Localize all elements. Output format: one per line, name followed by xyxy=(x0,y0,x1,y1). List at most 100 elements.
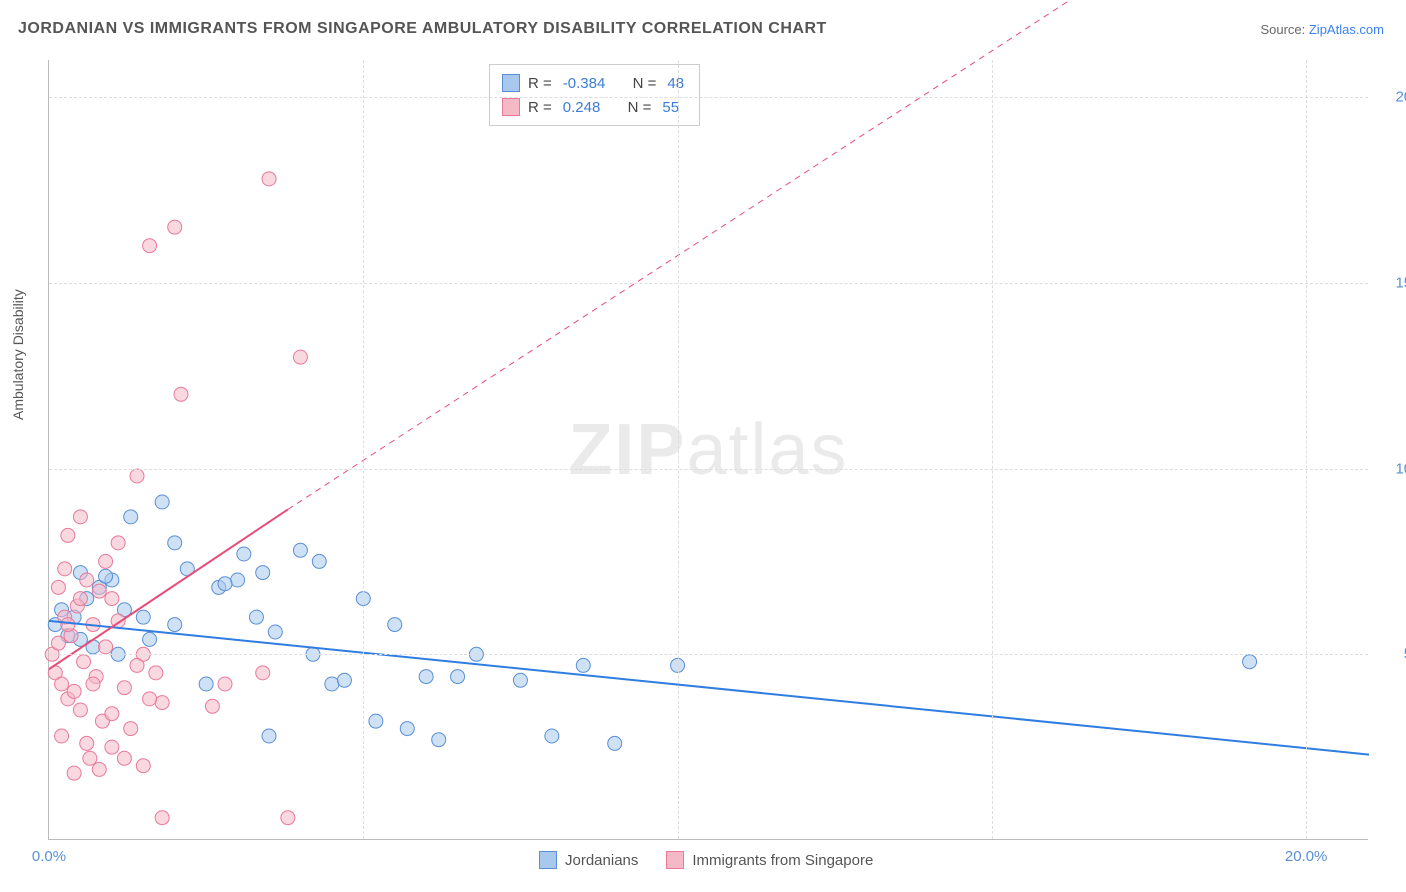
scatter-point xyxy=(73,592,87,606)
scatter-point xyxy=(73,703,87,717)
scatter-point xyxy=(86,677,100,691)
ytick-label: 10.0% xyxy=(1395,460,1406,477)
scatter-point xyxy=(105,707,119,721)
scatter-point xyxy=(155,495,169,509)
gridline-v xyxy=(678,60,679,839)
scatter-point xyxy=(256,666,270,680)
scatter-point xyxy=(92,584,106,598)
trend-line-dashed xyxy=(288,0,1149,509)
scatter-point xyxy=(143,239,157,253)
scatter-point xyxy=(268,625,282,639)
xtick-label: 0.0% xyxy=(32,848,66,865)
xtick-label: 20.0% xyxy=(1285,848,1328,865)
scatter-point xyxy=(256,566,270,580)
legend-swatch xyxy=(539,851,557,869)
scatter-point xyxy=(83,751,97,765)
scatter-point xyxy=(155,811,169,825)
scatter-point xyxy=(545,729,559,743)
scatter-point xyxy=(80,736,94,750)
y-axis-label: Ambulatory Disability xyxy=(10,289,26,420)
source-attribution: Source: ZipAtlas.com xyxy=(1260,22,1384,37)
scatter-point xyxy=(293,543,307,557)
scatter-point xyxy=(92,762,106,776)
scatter-point xyxy=(99,640,113,654)
gridline-v xyxy=(363,60,364,839)
scatter-point xyxy=(369,714,383,728)
source-link[interactable]: ZipAtlas.com xyxy=(1309,22,1384,37)
scatter-point xyxy=(77,655,91,669)
scatter-point xyxy=(136,610,150,624)
series-legend-label: Jordanians xyxy=(565,852,638,869)
scatter-point xyxy=(80,573,94,587)
scatter-point xyxy=(124,510,138,524)
scatter-point xyxy=(99,554,113,568)
scatter-point xyxy=(130,469,144,483)
scatter-point xyxy=(67,684,81,698)
scatter-point xyxy=(55,677,69,691)
series-legend-label: Immigrants from Singapore xyxy=(692,852,873,869)
scatter-point xyxy=(117,751,131,765)
scatter-point xyxy=(388,618,402,632)
gridline-v xyxy=(1306,60,1307,839)
scatter-point xyxy=(205,699,219,713)
scatter-point xyxy=(58,562,72,576)
gridline-h xyxy=(49,654,1368,655)
scatter-point xyxy=(143,692,157,706)
gridline-h xyxy=(49,283,1368,284)
scatter-point xyxy=(67,766,81,780)
scatter-point xyxy=(51,636,65,650)
scatter-point xyxy=(168,220,182,234)
scatter-point xyxy=(61,618,75,632)
scatter-point xyxy=(99,569,113,583)
scatter-point xyxy=(218,677,232,691)
trend-line-solid xyxy=(49,509,288,669)
scatter-point xyxy=(400,722,414,736)
scatter-point xyxy=(312,554,326,568)
scatter-point xyxy=(576,658,590,672)
series-legend: Jordanians Immigrants from Singapore xyxy=(539,851,873,869)
scatter-point xyxy=(130,658,144,672)
scatter-point xyxy=(218,577,232,591)
legend-swatch xyxy=(666,851,684,869)
scatter-point xyxy=(55,729,69,743)
scatter-point xyxy=(105,740,119,754)
scatter-point xyxy=(237,547,251,561)
scatter-point xyxy=(124,722,138,736)
scatter-point xyxy=(419,670,433,684)
ytick-label: 15.0% xyxy=(1395,274,1406,291)
scatter-point xyxy=(249,610,263,624)
scatter-point xyxy=(513,673,527,687)
scatter-point xyxy=(136,759,150,773)
scatter-point xyxy=(451,670,465,684)
scatter-point xyxy=(231,573,245,587)
series-legend-item: Jordanians xyxy=(539,851,638,869)
scatter-point xyxy=(325,677,339,691)
scatter-point xyxy=(61,528,75,542)
scatter-point xyxy=(262,729,276,743)
scatter-point xyxy=(51,580,65,594)
scatter-point xyxy=(608,736,622,750)
scatter-point xyxy=(155,696,169,710)
chart-plot-area: ZIPatlas R =-0.384 N =48R =0.248 N =55 J… xyxy=(48,60,1368,840)
scatter-point xyxy=(432,733,446,747)
scatter-point xyxy=(293,350,307,364)
scatter-point xyxy=(174,387,188,401)
trend-line xyxy=(49,621,1369,755)
series-legend-item: Immigrants from Singapore xyxy=(666,851,873,869)
scatter-point xyxy=(337,673,351,687)
scatter-point xyxy=(73,510,87,524)
scatter-point xyxy=(149,666,163,680)
gridline-h xyxy=(49,469,1368,470)
scatter-point xyxy=(117,681,131,695)
chart-title: JORDANIAN VS IMMIGRANTS FROM SINGAPORE A… xyxy=(18,20,827,38)
gridline-v xyxy=(992,60,993,839)
scatter-point xyxy=(262,172,276,186)
scatter-point xyxy=(1243,655,1257,669)
scatter-point xyxy=(111,536,125,550)
scatter-point xyxy=(168,536,182,550)
scatter-point xyxy=(168,618,182,632)
scatter-point xyxy=(105,592,119,606)
source-prefix: Source: xyxy=(1260,22,1308,37)
scatter-svg xyxy=(49,60,1368,839)
gridline-h xyxy=(49,97,1368,98)
